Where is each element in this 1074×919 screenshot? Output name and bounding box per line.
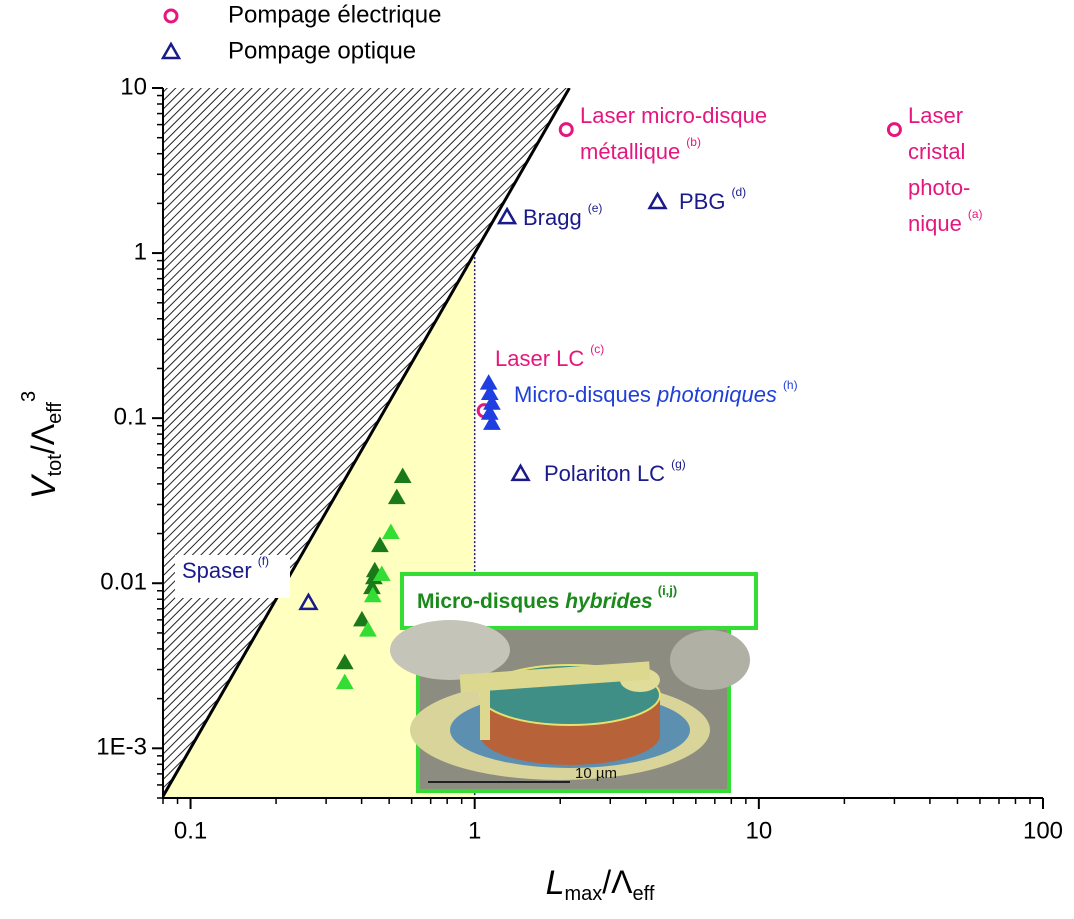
scale-bar-label: 10 µm <box>575 765 617 782</box>
legend-label: Pompage optique <box>228 37 416 64</box>
data-point <box>387 488 406 505</box>
data-point <box>353 610 371 627</box>
y-tick-label: 10 <box>120 73 147 100</box>
data-point <box>335 653 354 670</box>
x-tick-label: 10 <box>745 817 772 844</box>
annotation-text: Bragg <box>523 205 582 230</box>
annotation: Micro-disques photoniques (h) <box>514 378 798 407</box>
annotation: Laser micro-disque <box>580 103 767 128</box>
y-axis-title: Vtot/Λeff 3 <box>18 391 66 499</box>
annotation: Spaser (f) <box>182 554 269 583</box>
data-point <box>393 467 412 484</box>
y-axis-title-part: tot <box>44 454 66 477</box>
data-point <box>510 463 531 482</box>
inset: Micro-disques hybrides (i,j) 10 µm <box>390 572 758 793</box>
y-tick-label: 0.01 <box>100 569 147 596</box>
annotation-text: Laser <box>908 103 963 128</box>
annotation-text: nique <box>908 211 962 236</box>
x-axis-title-part: max <box>564 883 602 905</box>
x-axis-title: Lmax/Λeff <box>546 864 655 905</box>
label-background <box>175 555 290 598</box>
annotation: cristal <box>908 139 965 164</box>
data-point <box>483 414 501 430</box>
inset-title-text: Micro-disques <box>417 590 565 613</box>
data-point <box>558 122 574 138</box>
annotation-text: PBG <box>679 189 725 214</box>
annotation-ref: (g) <box>671 457 686 471</box>
annotation: Laser <box>908 103 963 128</box>
annotation: PBG (d) <box>679 185 746 214</box>
annotation-ref: (b) <box>686 135 701 149</box>
annotation-text: Polariton LC <box>544 461 665 486</box>
y-axis-title-part: /Λ <box>25 423 61 454</box>
annotation-ref: (a) <box>968 207 983 221</box>
annotation: Bragg (e) <box>523 201 602 230</box>
annotation-text: cristal <box>908 139 965 164</box>
data-point <box>496 206 518 225</box>
annotation-ref: (e) <box>588 201 603 215</box>
annotation-text: Laser micro-disque <box>580 103 767 128</box>
annotation: Polariton LC (g) <box>544 457 686 486</box>
annotation-italic: photoniques <box>656 382 777 407</box>
legend-label: Pompage électrique <box>228 1 441 28</box>
annotation-text: photo- <box>908 175 970 200</box>
data-point <box>371 536 389 553</box>
annotation-ref: (d) <box>731 185 746 199</box>
inset-title-ref: (i,j) <box>658 583 678 598</box>
x-axis-title-part: L <box>546 864 565 902</box>
legend-marker <box>160 41 182 60</box>
y-axis-title-part: eff <box>44 402 66 424</box>
annotation-text: métallique <box>580 139 680 164</box>
x-axis-title-part: /Λ <box>602 864 633 900</box>
annotation-text: Spaser <box>182 558 252 583</box>
data-point <box>335 673 354 690</box>
annotation: nique (a) <box>908 207 983 236</box>
inset-title-italic: hybrides <box>565 590 653 613</box>
x-tick-label: 0.1 <box>174 817 207 844</box>
data-point <box>382 523 400 539</box>
annotation-ref: (h) <box>783 378 798 392</box>
y-tick-label: 1 <box>134 238 147 265</box>
annotation: Laser LC (c) <box>495 342 604 371</box>
y-axis-title-part: 3 <box>18 391 40 402</box>
annotation: métallique (b) <box>580 135 701 164</box>
data-point <box>886 122 902 138</box>
annotation-ref: (f) <box>258 554 269 568</box>
data-point <box>372 565 391 581</box>
inset-title: Micro-disques hybrides (i,j) <box>417 583 677 612</box>
data-point <box>359 621 377 637</box>
annotation-text: Laser LC <box>495 346 584 371</box>
data-point <box>298 592 319 611</box>
x-tick-label: 1 <box>468 817 481 844</box>
x-axis-title-part: eff <box>633 883 655 905</box>
y-tick-label: 1E-3 <box>96 734 147 761</box>
y-axis-title-part: V <box>25 473 63 499</box>
data-point <box>363 586 382 603</box>
cube-boundary <box>163 88 571 798</box>
annotation-ref: (c) <box>590 342 604 356</box>
x-tick-label: 100 <box>1023 817 1063 844</box>
annotation: photo- <box>908 175 970 200</box>
data-point <box>647 191 668 210</box>
y-tick-label: 0.1 <box>114 403 147 430</box>
legend-marker <box>163 8 179 24</box>
annotation-text: Micro-disques <box>514 382 657 407</box>
